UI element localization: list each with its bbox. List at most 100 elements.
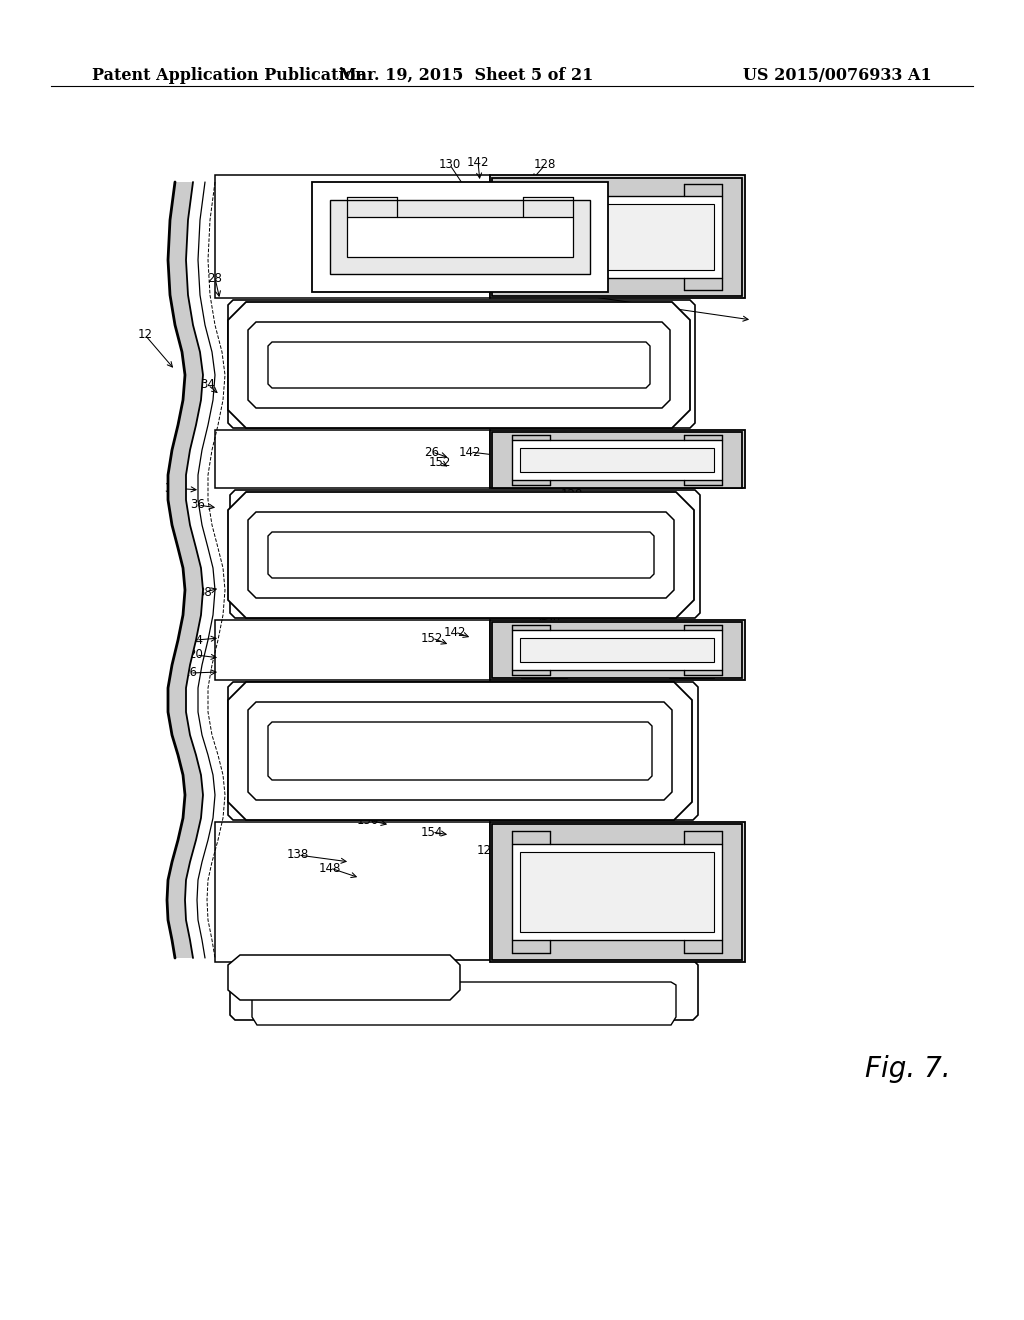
Polygon shape	[215, 430, 490, 488]
Polygon shape	[250, 322, 673, 407]
Polygon shape	[272, 532, 658, 576]
Text: 154: 154	[499, 539, 521, 552]
Bar	[520, 479, 566, 486]
Bar	[669, 479, 715, 486]
Text: 128: 128	[547, 591, 569, 605]
Bar	[520, 203, 714, 271]
Text: 150: 150	[347, 808, 369, 821]
Text: 128: 128	[477, 843, 499, 857]
Text: 128: 128	[568, 234, 591, 247]
Text: 130: 130	[497, 693, 519, 706]
Polygon shape	[228, 492, 694, 618]
Bar	[512, 195, 722, 279]
Polygon shape	[270, 342, 653, 385]
Text: 12: 12	[137, 329, 153, 342]
Bar	[490, 176, 745, 298]
Polygon shape	[230, 490, 700, 618]
Text: 120: 120	[568, 289, 591, 301]
Text: 130: 130	[549, 471, 571, 484]
Text: 142: 142	[459, 446, 481, 458]
Bar	[490, 620, 745, 680]
Polygon shape	[248, 512, 674, 598]
Bar	[669, 280, 715, 294]
Bar	[669, 178, 715, 194]
Text: 128: 128	[544, 451, 566, 465]
Polygon shape	[167, 182, 203, 958]
Text: 150: 150	[357, 813, 379, 826]
Polygon shape	[268, 722, 652, 780]
Text: 146: 146	[307, 692, 330, 705]
Text: 36: 36	[190, 499, 206, 511]
Bar	[492, 432, 742, 488]
Text: 152: 152	[421, 631, 443, 644]
Bar	[520, 178, 566, 194]
Polygon shape	[315, 187, 605, 257]
Text: 138: 138	[557, 194, 580, 206]
Text: Mar. 19, 2015  Sheet 5 of 21: Mar. 19, 2015 Sheet 5 of 21	[339, 67, 593, 83]
Bar	[669, 622, 715, 630]
Text: 22: 22	[570, 541, 586, 554]
Polygon shape	[215, 822, 490, 962]
Polygon shape	[248, 702, 672, 800]
Polygon shape	[347, 216, 573, 257]
Text: 108: 108	[570, 521, 593, 535]
Text: 34: 34	[201, 379, 215, 392]
Text: 30: 30	[165, 482, 179, 495]
Polygon shape	[228, 682, 692, 820]
Bar	[669, 671, 715, 678]
Text: US 2015/0076933 A1: US 2015/0076933 A1	[743, 67, 932, 83]
Text: 28: 28	[208, 272, 222, 285]
Bar	[520, 622, 566, 630]
Text: 144: 144	[568, 252, 591, 264]
Text: 148: 148	[344, 528, 367, 541]
Bar	[520, 826, 566, 843]
Bar	[520, 843, 715, 941]
Text: 130: 130	[539, 611, 561, 624]
Text: 138: 138	[284, 779, 306, 792]
Polygon shape	[248, 322, 670, 408]
Text: 150: 150	[344, 503, 367, 516]
Polygon shape	[268, 342, 650, 388]
Bar	[669, 432, 715, 438]
Text: 156: 156	[337, 359, 359, 371]
Bar	[490, 430, 745, 488]
Polygon shape	[228, 954, 460, 1001]
Text: 138: 138	[321, 564, 343, 577]
Bar	[520, 194, 715, 280]
Polygon shape	[215, 176, 490, 298]
Polygon shape	[228, 300, 695, 428]
Bar	[520, 438, 715, 479]
Polygon shape	[215, 620, 490, 680]
Text: 144: 144	[544, 704, 566, 717]
Text: 26: 26	[560, 214, 575, 227]
Polygon shape	[252, 512, 678, 597]
Text: 128: 128	[561, 488, 584, 502]
Text: 128: 128	[534, 158, 556, 172]
Polygon shape	[270, 723, 656, 777]
Text: 120: 120	[567, 573, 589, 586]
Text: 138: 138	[321, 404, 343, 417]
Bar	[520, 280, 566, 294]
Text: 148: 148	[316, 793, 339, 807]
Polygon shape	[228, 682, 698, 820]
Text: 130: 130	[530, 433, 553, 446]
Text: 142: 142	[443, 626, 466, 639]
Text: 24: 24	[188, 634, 204, 647]
Text: 142: 142	[467, 156, 489, 169]
Text: 154: 154	[421, 693, 443, 706]
Polygon shape	[252, 982, 676, 1026]
Text: Patent Application Publication: Patent Application Publication	[92, 67, 367, 83]
Bar	[520, 630, 715, 671]
Bar	[520, 853, 714, 932]
Bar	[669, 941, 715, 958]
Polygon shape	[350, 195, 570, 251]
Bar	[512, 631, 722, 669]
Bar	[520, 941, 566, 958]
Polygon shape	[230, 960, 698, 1020]
Bar	[520, 432, 566, 438]
Text: 128: 128	[477, 711, 499, 725]
Bar	[492, 622, 742, 678]
Text: 18: 18	[564, 558, 580, 572]
Bar	[512, 441, 722, 479]
Bar	[492, 824, 742, 960]
